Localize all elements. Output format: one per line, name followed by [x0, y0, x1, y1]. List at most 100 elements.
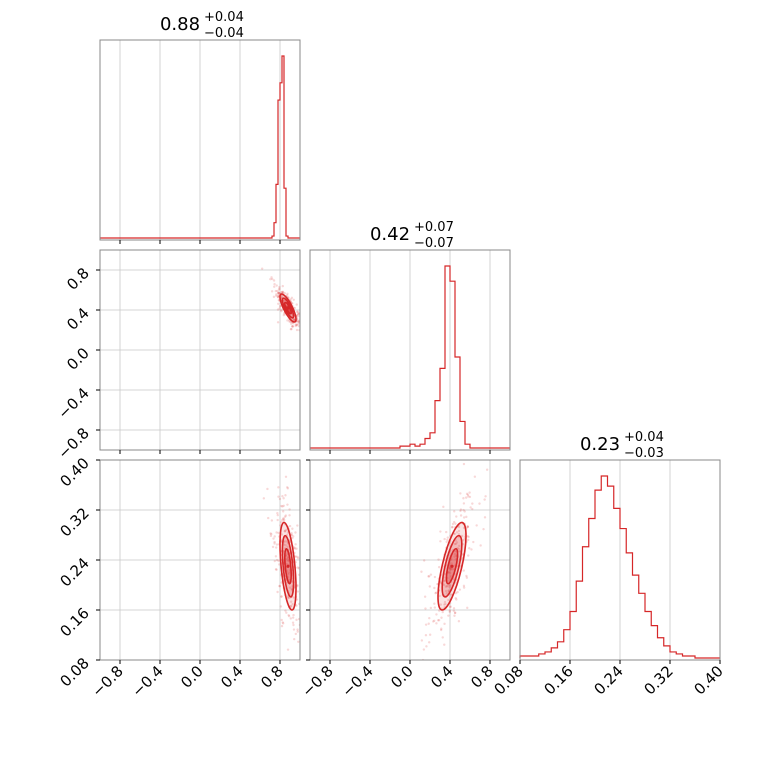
sample-point [291, 325, 294, 328]
sample-point [439, 581, 443, 584]
sample-point [286, 595, 290, 598]
sample-point [281, 290, 285, 294]
sample-point [276, 295, 280, 299]
sample-point [297, 319, 300, 323]
sample-point [274, 568, 278, 571]
sample-point [273, 285, 276, 288]
sample-point [287, 559, 290, 562]
posterior-title-plus: +0.07 [414, 220, 454, 235]
sample-point [463, 510, 466, 513]
sample-point [297, 640, 300, 643]
density-peak [286, 306, 290, 310]
sample-point [277, 291, 280, 295]
sample-point [454, 522, 457, 525]
sample-point [297, 313, 300, 316]
sample-point [448, 566, 451, 569]
posterior-title-plus: +0.04 [204, 10, 244, 25]
sample-point [469, 506, 472, 509]
scatter-points [262, 475, 300, 662]
sample-point [453, 614, 456, 617]
sample-point [462, 462, 466, 466]
sample-point [276, 296, 280, 299]
sample-point [443, 600, 447, 604]
sample-point [437, 558, 440, 561]
x-tick-label: 0.32 [640, 662, 676, 698]
sample-point [296, 584, 299, 587]
sample-point [284, 514, 288, 517]
sample-point [296, 566, 300, 569]
sample-point [273, 282, 276, 286]
sample-point [450, 526, 454, 529]
x-tick-label: 0.0 [177, 662, 207, 692]
sample-point [292, 628, 296, 631]
sample-point [278, 285, 281, 289]
sample-point [428, 633, 432, 636]
sample-point [485, 468, 489, 471]
sample-point [427, 622, 430, 625]
sample-point [278, 563, 281, 566]
sample-point [292, 596, 295, 599]
sample-point [451, 522, 455, 526]
sample-point [420, 639, 424, 642]
sample-point [271, 277, 274, 281]
sample-point [296, 555, 299, 559]
sample-point [483, 516, 487, 519]
sample-point [455, 598, 458, 601]
sample-point [454, 542, 458, 546]
sample-point [453, 555, 456, 558]
sample-point [467, 495, 470, 498]
sample-point [297, 312, 300, 316]
sample-point [473, 475, 477, 478]
sample-point [479, 544, 482, 547]
sample-point [443, 603, 446, 606]
sample-point [455, 531, 459, 534]
sample-point [290, 533, 294, 537]
sample-point [276, 308, 280, 311]
sample-point [445, 530, 448, 534]
sample-point [433, 602, 436, 605]
sample-point [293, 547, 297, 550]
sample-point [274, 289, 278, 293]
sample-point [291, 527, 294, 530]
histogram-step-line [100, 55, 300, 239]
sample-point [294, 555, 298, 558]
sample-point [282, 504, 285, 507]
sample-point [282, 517, 285, 520]
sample-point [293, 546, 296, 549]
sample-point [464, 496, 468, 499]
sample-point [457, 532, 461, 536]
sample-point [470, 548, 473, 551]
sample-point [283, 530, 286, 533]
sample-point [436, 619, 440, 622]
sample-point [280, 504, 283, 508]
sample-point [281, 290, 284, 294]
sample-point [270, 532, 273, 536]
sample-point [298, 660, 300, 662]
sample-point [283, 292, 287, 295]
sample-point [466, 493, 470, 496]
sample-point [454, 558, 457, 561]
x-tick-label: 0.40 [690, 662, 726, 698]
sample-point [462, 516, 466, 519]
sample-point [440, 616, 443, 619]
posterior-title-median: 0.23 [580, 434, 620, 455]
sample-point [282, 312, 286, 315]
sample-point [285, 557, 288, 561]
sample-point [439, 540, 442, 543]
sample-point [472, 540, 475, 544]
x-tick-label: −0.4 [128, 662, 166, 700]
sample-point [462, 508, 465, 512]
sample-point [448, 567, 452, 570]
sample-point [281, 284, 284, 288]
sample-point [286, 486, 289, 489]
sample-point [293, 306, 297, 310]
sample-point [269, 534, 273, 538]
sample-point [287, 613, 290, 617]
sample-point [437, 565, 441, 569]
sample-point [278, 307, 281, 310]
posterior-title-median: 0.42 [370, 224, 410, 245]
sample-point [428, 616, 431, 620]
y-tick-label: 0.08 [56, 654, 92, 690]
sample-point [284, 543, 287, 547]
sample-point [422, 648, 426, 651]
